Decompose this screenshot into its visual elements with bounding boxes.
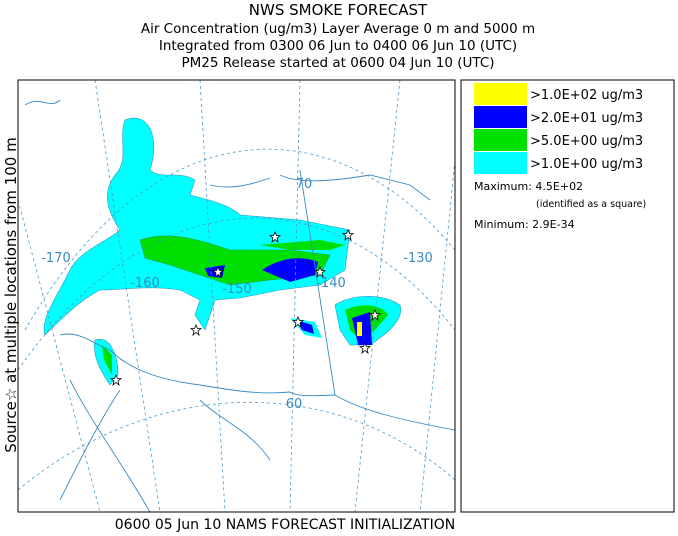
graticule	[289, 80, 301, 512]
maximum: Maximum: 4.5E+02	[474, 180, 583, 193]
lat-label: 60	[286, 397, 303, 412]
plume-green	[102, 345, 112, 375]
graticule	[354, 80, 401, 512]
legend-swatch	[474, 83, 527, 105]
plume-yellow	[357, 322, 362, 336]
coastline	[59, 333, 336, 512]
legend: >1.0E+02 ug/m3 >2.0E+01 ug/m3 >5.0E+00 ug/…	[460, 79, 675, 513]
map: -170 -160 -150 -140 -130 70 60	[17, 79, 456, 513]
graticule	[94, 80, 161, 512]
title: NWS SMOKE FORECAST	[249, 1, 428, 19]
subtitle: PM25 Release started at 0600 04 Jun 10 (…	[181, 55, 494, 71]
subtitle: Air Concentration (ug/m3) Layer Average …	[141, 21, 535, 37]
lat-label: 70	[296, 177, 313, 192]
plume-blue	[262, 258, 318, 282]
side-label: Source☆ at multiple locations from 100 m	[2, 137, 20, 452]
legend-swatch	[474, 152, 527, 174]
lon-label: -150	[222, 282, 252, 297]
plume-green	[260, 240, 345, 250]
graticule	[18, 401, 455, 491]
maximum-note: (identified as a square)	[536, 199, 646, 210]
legend-label: >5.0E+00 ug/m3	[530, 134, 643, 149]
graticule	[18, 217, 455, 371]
graticule	[18, 199, 101, 512]
legend-label: >1.0E+02 ug/m3	[530, 88, 643, 103]
legend-swatch	[474, 129, 527, 151]
subtitle: Integrated from 0300 06 Jun to 0400 06 J…	[159, 38, 517, 54]
graticule	[199, 80, 226, 512]
plume-cyan	[43, 117, 351, 336]
lon-label: -140	[316, 276, 346, 291]
lon-label: -170	[41, 251, 71, 266]
coastline	[24, 99, 431, 201]
legend-label: >2.0E+01 ug/m3	[530, 111, 643, 126]
lon-label: -130	[403, 251, 433, 266]
graticule	[419, 159, 455, 512]
border	[299, 169, 455, 431]
graticule	[24, 148, 455, 331]
lon-label: -160	[130, 276, 160, 291]
legend-swatch	[474, 106, 527, 128]
legend-label: >1.0E+00 ug/m3	[530, 157, 643, 172]
source-stars	[109, 228, 382, 387]
minimum: Minimum: 2.9E-34	[474, 218, 575, 231]
footer: 0600 05 Jun 10 NAMS FORECAST INITIALIZAT…	[115, 517, 455, 532]
